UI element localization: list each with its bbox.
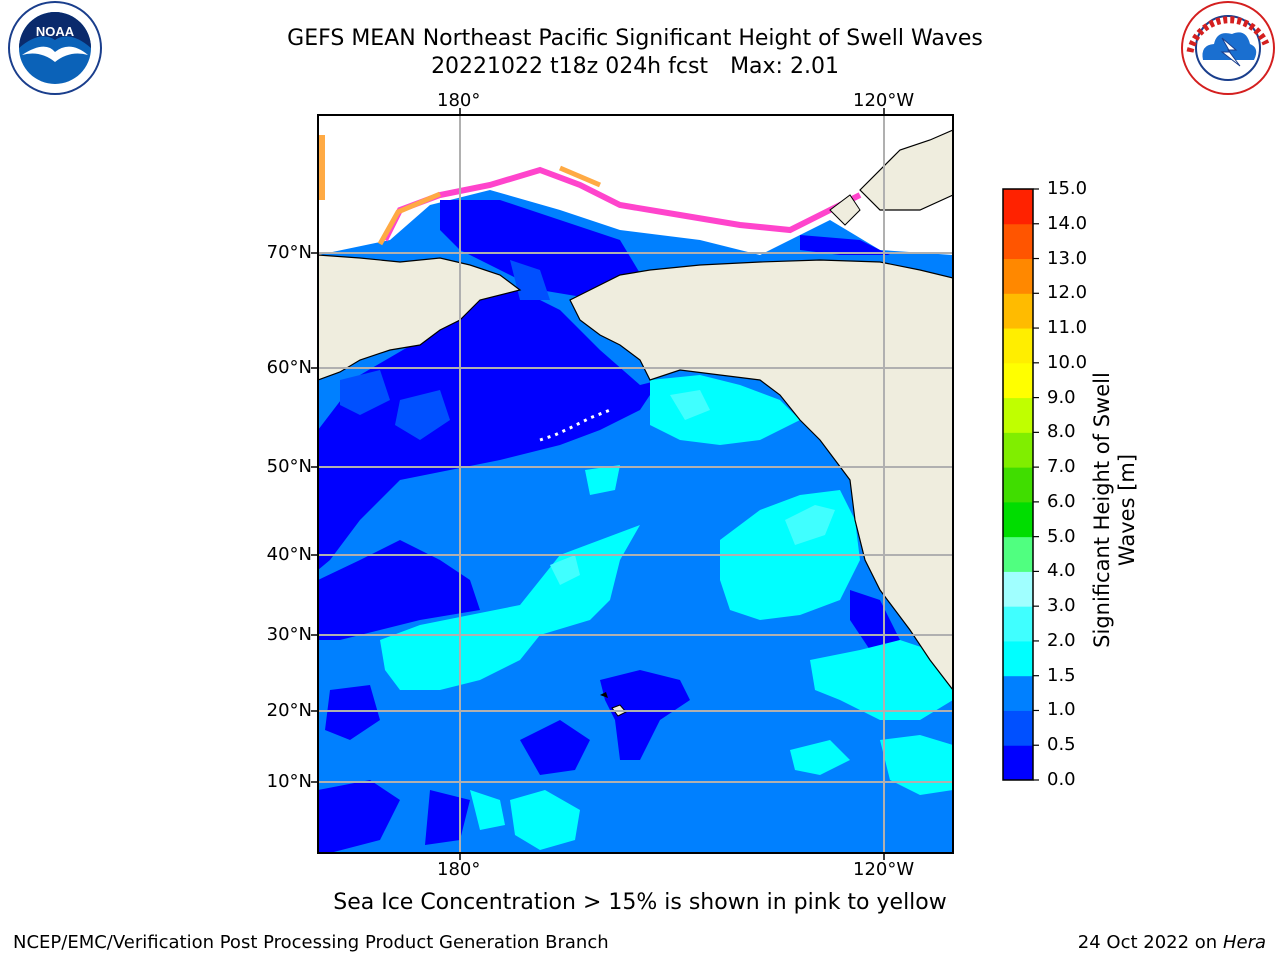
lon-label-bottom-180: 180° — [437, 859, 481, 880]
colorbar-segment — [1003, 223, 1033, 260]
colorbar-segment — [1003, 397, 1033, 433]
colorbar-segment — [1003, 710, 1033, 746]
colorbar-tick-label: 4.0 — [1047, 560, 1076, 582]
colorbar-segment — [1003, 293, 1033, 329]
colorbar-segment — [1003, 536, 1033, 572]
colorbar-tick-label: 0.0 — [1047, 769, 1076, 790]
lat-label-70n: 70°N — [266, 242, 312, 263]
max-value: Max: 2.01 — [730, 54, 839, 79]
colorbar-tick-label: 6.0 — [1047, 490, 1076, 512]
lat-label-20n: 20°N — [266, 700, 312, 721]
colorbar-label: Significant Height of Swell Waves [m] — [1090, 372, 1139, 648]
lat-label-40n: 40°N — [266, 544, 312, 565]
colorbar-segment — [1003, 675, 1033, 711]
colorbar-tick-label: 5.0 — [1047, 525, 1076, 547]
colorbar-segment — [1003, 432, 1033, 468]
nws-logo — [1181, 1, 1275, 95]
sea-ice-note: Sea Ice Concentration > 15% is shown in … — [333, 890, 947, 915]
colorbar-tick-label: 1.5 — [1047, 664, 1076, 686]
colorbar-tick-label: 10.0 — [1047, 351, 1088, 373]
colorbar-tick-label: 15.0 — [1047, 178, 1088, 199]
lat-label-30n: 30°N — [266, 624, 312, 645]
colorbar-tick-label: 0.5 — [1047, 734, 1076, 756]
forecast-date: 20221022 t18z 024h fcst — [431, 54, 709, 79]
lat-label-50n: 50°N — [266, 456, 312, 477]
colorbar — [1003, 188, 1039, 781]
colorbar-segment — [1003, 189, 1033, 225]
noaa-logo-text: NOAA — [36, 24, 75, 39]
colorbar-tick-label: 11.0 — [1047, 317, 1088, 339]
colorbar-tick-label: 1.0 — [1047, 699, 1076, 721]
footer-date-text: 24 Oct 2022 on — [1077, 932, 1223, 953]
colorbar-segment — [1003, 467, 1033, 503]
colorbar-segment — [1003, 606, 1033, 642]
chart-subtitle: 20221022 t18z 024h fcst Max: 2.01 — [0, 54, 1270, 79]
colorbar-tick-label: 8.0 — [1047, 421, 1076, 443]
colorbar-tick-label: 13.0 — [1047, 247, 1088, 269]
lon-label-bottom-120w: 120°W — [853, 859, 915, 880]
lat-label-60n: 60°N — [266, 357, 312, 378]
colorbar-segment — [1003, 745, 1033, 781]
colorbar-tick-label: 3.0 — [1047, 595, 1076, 617]
map-area — [318, 115, 953, 853]
colorbar-tick-label: 12.0 — [1047, 282, 1088, 304]
colorbar-frame — [1002, 188, 1034, 781]
colorbar-segment — [1003, 571, 1033, 607]
colorbar-tick-label: 9.0 — [1047, 386, 1076, 408]
noaa-logo: NOAA — [8, 1, 102, 95]
colorbar-tick-label: 7.0 — [1047, 456, 1076, 478]
colorbar-segment — [1003, 328, 1033, 364]
colorbar-tick-label: 2.0 — [1047, 629, 1076, 651]
footer-date: 24 Oct 2022 on Hera — [1078, 932, 1266, 953]
colorbar-segment — [1003, 501, 1033, 538]
colorbar-segment — [1003, 258, 1033, 294]
map-frame — [317, 114, 954, 854]
lon-label-top-180: 180° — [437, 90, 481, 111]
colorbar-segment — [1003, 640, 1033, 677]
colorbar-tick-label: 14.0 — [1047, 212, 1088, 234]
footer-credit: NCEP/EMC/Verification Post Processing Pr… — [13, 932, 609, 953]
lat-label-10n: 10°N — [266, 771, 312, 792]
map-gridlines — [318, 115, 953, 853]
lon-label-top-120w: 120°W — [853, 90, 915, 111]
chart-title: GEFS MEAN Northeast Pacific Significant … — [287, 26, 983, 51]
footer-host: Hera — [1222, 932, 1266, 953]
colorbar-segment — [1003, 362, 1033, 399]
